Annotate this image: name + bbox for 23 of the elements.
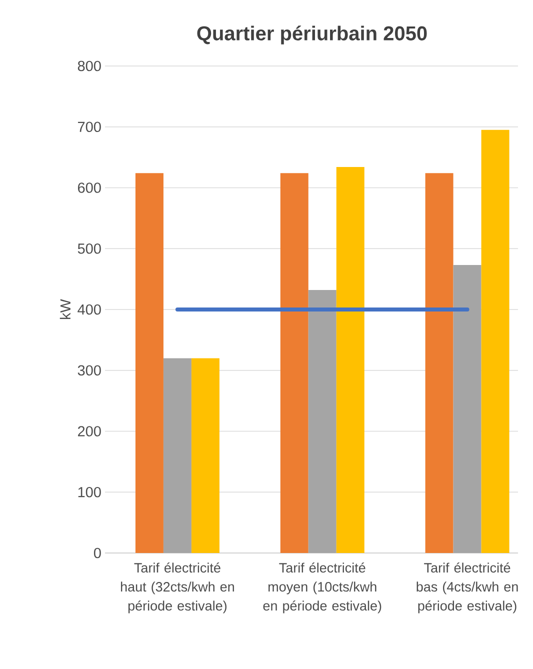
- bar: [135, 173, 164, 553]
- y-tick-label: 200: [78, 426, 101, 436]
- y-tick-label: 400: [78, 304, 101, 315]
- y-tick-label: 800: [78, 60, 101, 72]
- y-tick-label: 300: [78, 365, 101, 376]
- y-tick-label: 600: [78, 182, 101, 193]
- y-tick-label: 100: [78, 486, 101, 498]
- bar: [308, 290, 336, 553]
- bar: [481, 130, 510, 553]
- y-axis-title: kW: [60, 299, 70, 319]
- bar: [425, 173, 454, 553]
- y-tick-label: 0: [94, 548, 101, 558]
- bar: [191, 358, 220, 553]
- bar: [163, 358, 192, 553]
- bar: [280, 173, 308, 553]
- x-tick-label: Tarif électricité haut (32cts/kwh en période estivale): [120, 562, 234, 614]
- chart-title: Quartier périurbain 2050: [197, 26, 427, 44]
- x-tick-label: Tarif électricité moyen (10cts/kwh en période estivale): [263, 562, 382, 614]
- bar: [453, 265, 482, 553]
- y-tick-label: 500: [78, 243, 101, 254]
- x-tick-label: Tarif électricité bas (4cts/kwh en période estivale): [416, 562, 518, 614]
- bar: [336, 167, 364, 553]
- y-tick-label: 700: [78, 122, 101, 132]
